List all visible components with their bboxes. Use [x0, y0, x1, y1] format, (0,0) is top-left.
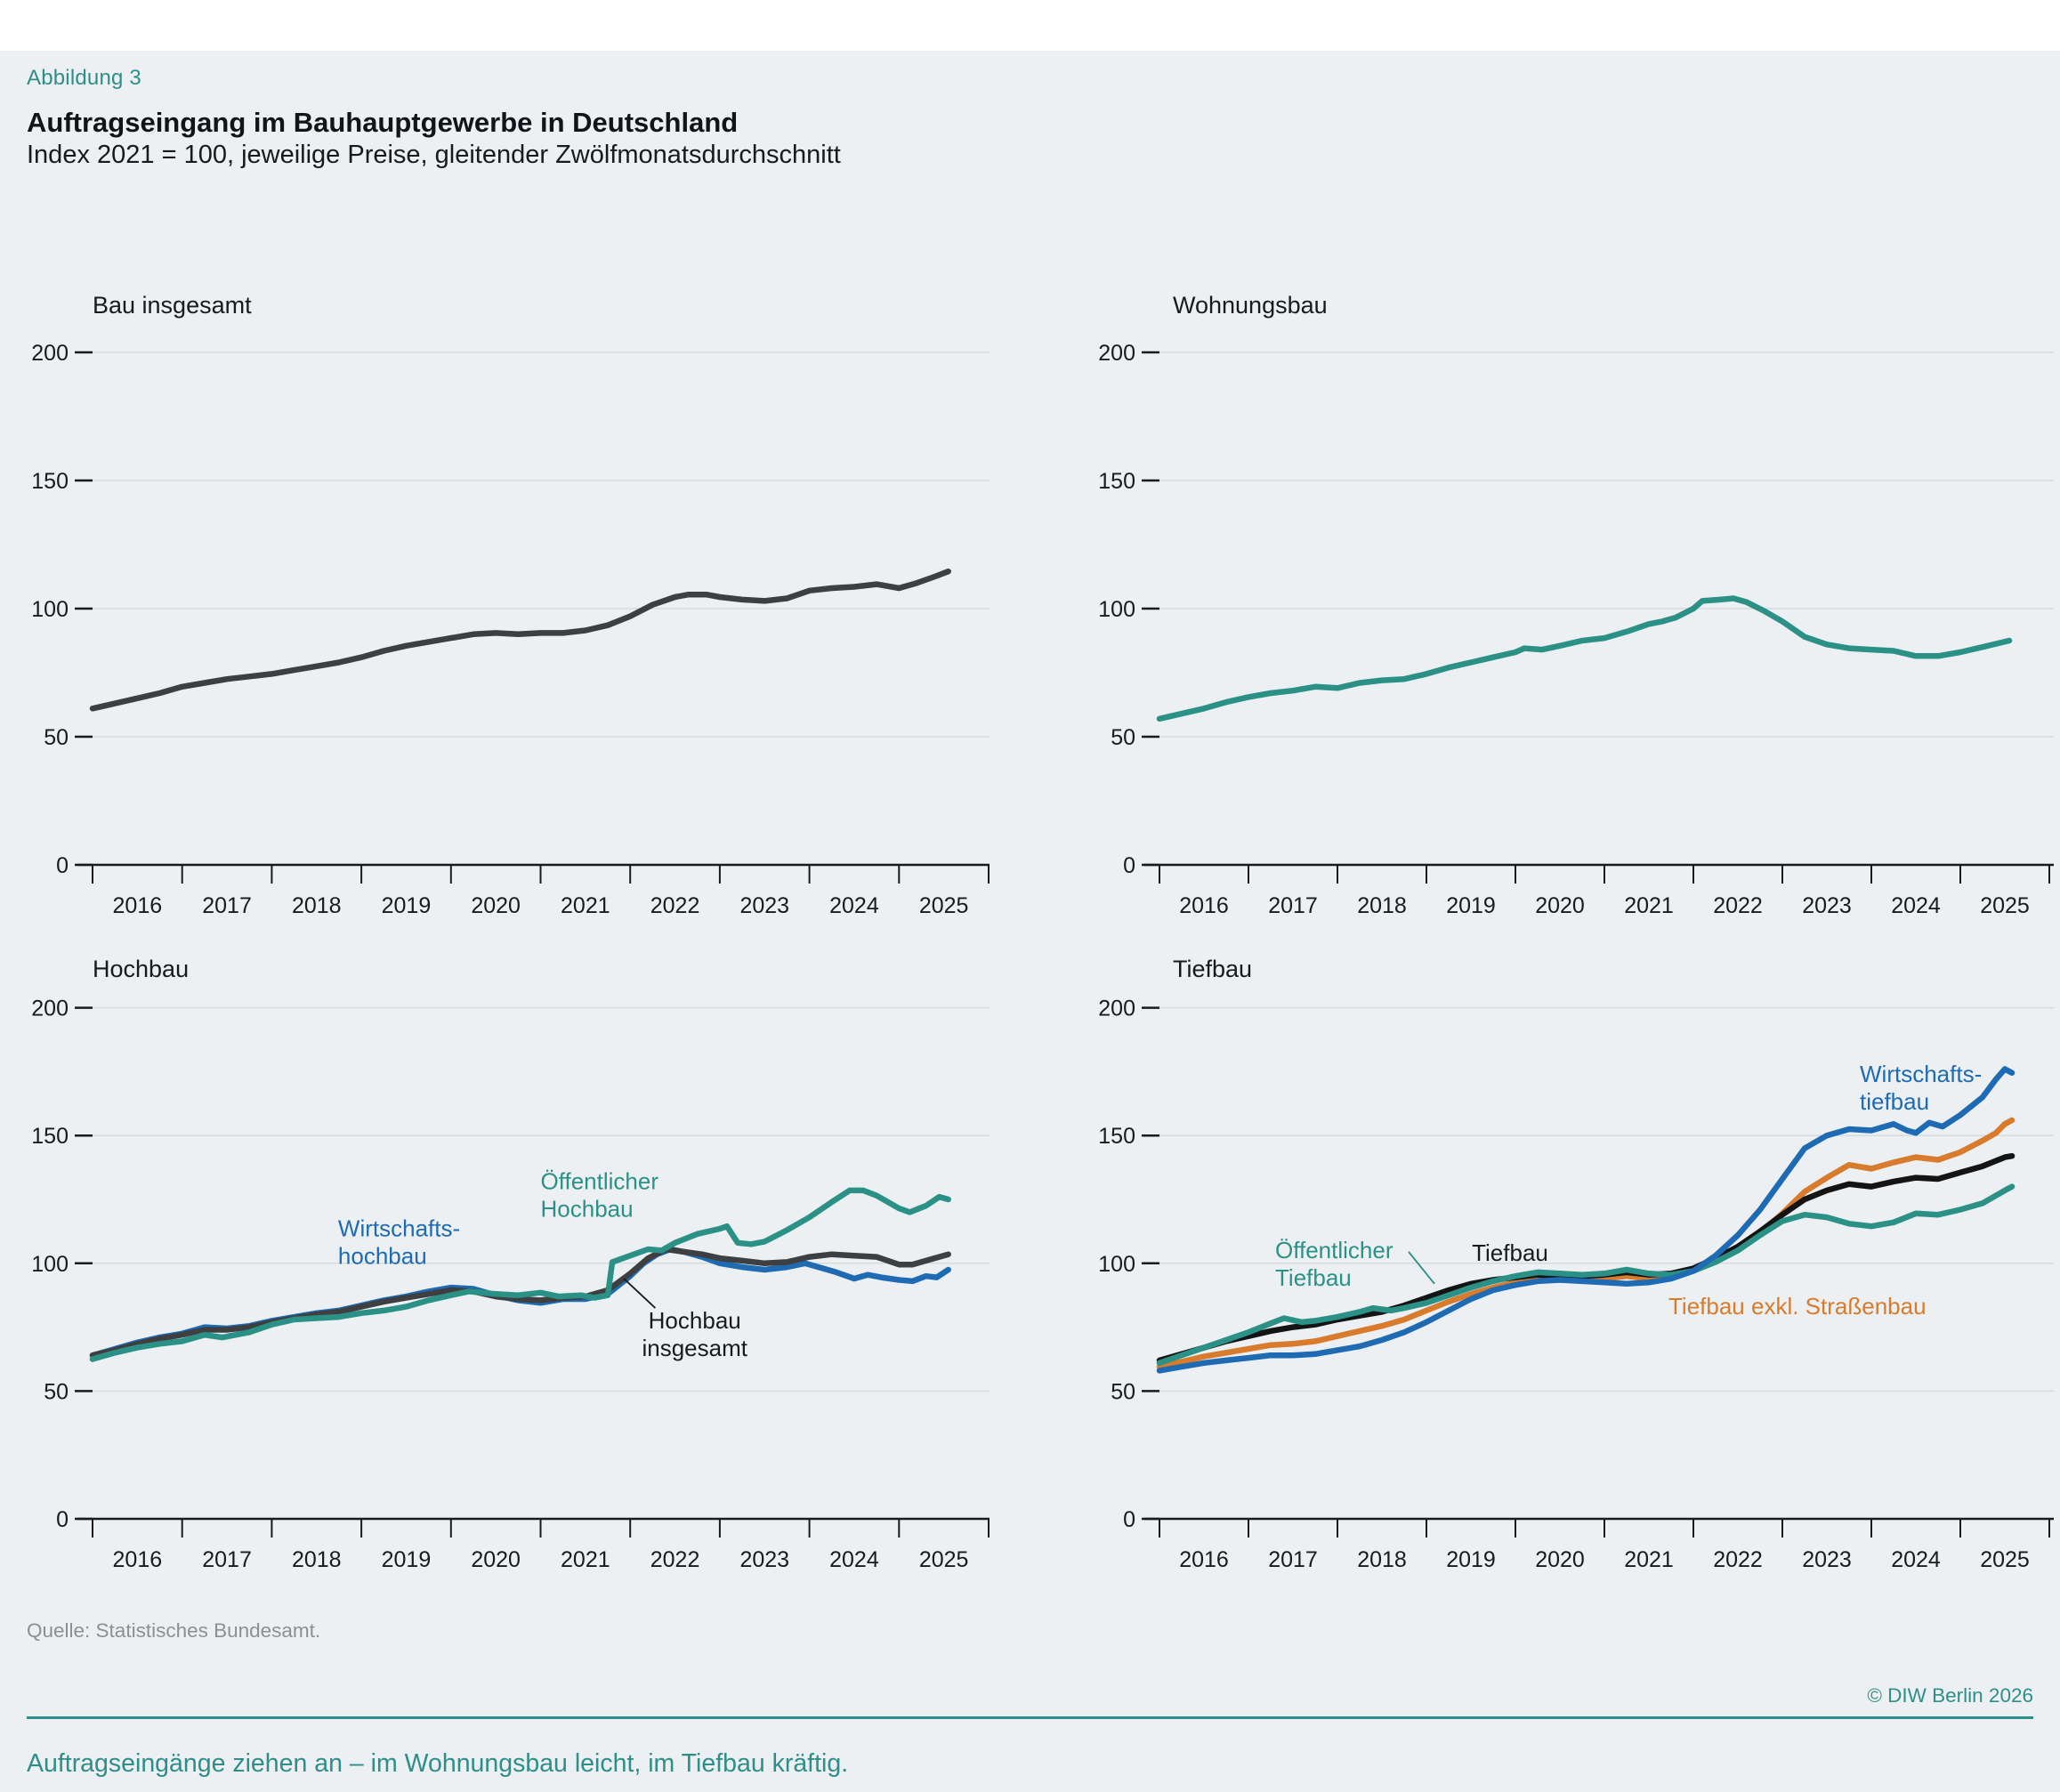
y-tick-label-150: 150 — [31, 1124, 69, 1149]
x-tick-label-2020: 2020 — [471, 1547, 521, 1572]
x-tick-label-2020: 2020 — [1535, 893, 1585, 918]
series-label: Tiefbau — [1472, 1239, 1548, 1266]
y-tick-label-50: 50 — [1111, 725, 1135, 750]
x-tick-label-2022: 2022 — [650, 893, 700, 918]
y-tick-label-100: 100 — [1098, 1252, 1135, 1277]
y-tick-label-150: 150 — [31, 469, 69, 494]
y-tick-label-100: 100 — [31, 597, 69, 622]
x-tick-label-2023: 2023 — [739, 1547, 789, 1572]
x-tick-label-2021: 2021 — [561, 893, 610, 918]
x-tick-label-2023: 2023 — [1802, 893, 1852, 918]
x-tick-label-2024: 2024 — [829, 1547, 879, 1572]
y-tick-label-200: 200 — [1098, 341, 1135, 366]
x-tick-label-2018: 2018 — [292, 893, 342, 918]
x-tick-label-2016: 2016 — [113, 1547, 163, 1572]
series-label: Wirtschafts-hochbau — [338, 1215, 460, 1270]
annotation-leader — [623, 1278, 657, 1309]
x-tick-label-2025: 2025 — [919, 1547, 969, 1572]
copyright-note: © DIW Berlin 2026 — [1867, 1684, 2033, 1707]
series-öffentlicher-hochbau — [89, 1187, 951, 1362]
y-tick-label-50: 50 — [44, 1379, 69, 1404]
figure-title: Auftragseingang im Bauhauptgewerbe in De… — [27, 107, 739, 138]
x-tick-label-2020: 2020 — [471, 893, 521, 918]
x-tick-label-2018: 2018 — [292, 1547, 342, 1572]
x-tick-label-2016: 2016 — [113, 893, 163, 918]
chart-wohnungsbau: 0 50 100 150 200 2016 2017 2018 2019 2020 2021 2022… — [1098, 292, 2054, 918]
x-tick-label-2018: 2018 — [1357, 893, 1407, 918]
figure-subtitle: Index 2021 = 100, jeweilige Preise, glei… — [27, 141, 841, 169]
x-tick-label-2024: 2024 — [829, 893, 879, 918]
x-tick-label-2022: 2022 — [650, 1547, 700, 1572]
summary-text: Auftragseingänge ziehen an – im Wohnungs… — [27, 1749, 849, 1778]
x-tick-label-2017: 2017 — [1268, 893, 1318, 918]
x-tick-label-2025: 2025 — [919, 893, 969, 918]
series-hochbau-insgesamt — [89, 1246, 951, 1359]
y-tick-label-0: 0 — [56, 1507, 69, 1532]
x-tick-label-2020: 2020 — [1535, 1547, 1585, 1572]
x-tick-label-2019: 2019 — [1446, 893, 1496, 918]
x-tick-label-2025: 2025 — [1980, 893, 2030, 918]
y-tick-label-50: 50 — [1111, 1379, 1135, 1404]
chart-title: Bau insgesamt — [93, 292, 252, 319]
x-tick-label-2019: 2019 — [382, 893, 432, 918]
x-tick-label-2023: 2023 — [1802, 1547, 1852, 1572]
y-tick-label-200: 200 — [31, 341, 69, 366]
figure-kicker: Abbildung 3 — [27, 66, 141, 90]
chart-title: Tiefbau — [1173, 956, 1252, 982]
divider-rule — [27, 1716, 2033, 1719]
x-tick-label-2017: 2017 — [202, 1547, 252, 1572]
series-tiefbau-exkl-straßenbau — [1156, 1117, 2016, 1370]
series-wohnungsbau — [1156, 595, 2013, 722]
chart-title: Hochbau — [93, 956, 189, 982]
x-tick-label-2018: 2018 — [1357, 1547, 1407, 1572]
series-label: Öffentlicher Tiefbau — [1275, 1237, 1394, 1291]
y-tick-label-0: 0 — [1123, 853, 1135, 878]
chart-title: Wohnungsbau — [1173, 292, 1328, 319]
chart-hochbau: 0 50 100 150 200 2016 2017 2018 2019 2020 2021 2022… — [31, 956, 990, 1572]
y-tick-label-150: 150 — [1098, 469, 1135, 494]
x-tick-label-2023: 2023 — [739, 893, 789, 918]
y-tick-label-200: 200 — [31, 997, 69, 1021]
series-label: Wirtschafts-tiefbau — [1860, 1061, 1982, 1115]
y-tick-label-0: 0 — [1123, 1507, 1135, 1532]
y-tick-label-150: 150 — [1098, 1124, 1135, 1149]
x-tick-label-2022: 2022 — [1713, 893, 1763, 918]
x-tick-label-2019: 2019 — [382, 1547, 432, 1572]
chart-bau-insgesamt: 0 50 100 150 200 2016 2017 2018 2019 2020 2021 2022… — [31, 292, 990, 918]
x-tick-label-2017: 2017 — [202, 893, 252, 918]
series-label: Öffentlicher Hochbau — [541, 1168, 659, 1223]
x-tick-label-2025: 2025 — [1980, 1547, 2030, 1572]
top-white-strip — [0, 0, 2060, 51]
y-tick-label-200: 200 — [1098, 997, 1135, 1021]
x-tick-label-2021: 2021 — [561, 1547, 610, 1572]
series-wirtschaftstiefbau — [1156, 1066, 2016, 1374]
x-tick-label-2016: 2016 — [1179, 1547, 1229, 1572]
x-tick-label-2022: 2022 — [1713, 1547, 1763, 1572]
y-tick-label-0: 0 — [56, 853, 69, 878]
y-tick-label-50: 50 — [44, 725, 69, 750]
x-tick-label-2024: 2024 — [1891, 1547, 1941, 1572]
series-bau-insgesamt — [89, 568, 951, 712]
x-tick-label-2019: 2019 — [1446, 1547, 1496, 1572]
annotation-leader — [1408, 1251, 1435, 1285]
x-tick-label-2021: 2021 — [1624, 893, 1674, 918]
source-note: Quelle: Statistisches Bundesamt. — [27, 1619, 321, 1642]
y-tick-label-100: 100 — [31, 1252, 69, 1277]
series-label: Tiefbau exkl. Straßenbau — [1668, 1293, 1927, 1320]
x-tick-label-2016: 2016 — [1179, 893, 1229, 918]
series-label: Hochbau insgesamt — [642, 1307, 747, 1361]
y-tick-label-100: 100 — [1098, 597, 1135, 622]
chart-tiefbau: 0 50 100 150 200 2016 2017 2018 2019 2020 2021 2022… — [1098, 956, 2054, 1572]
x-tick-label-2017: 2017 — [1268, 1547, 1318, 1572]
series-öffentlicher-tiefbau — [1156, 1183, 2016, 1367]
x-tick-label-2024: 2024 — [1891, 893, 1941, 918]
x-tick-label-2021: 2021 — [1624, 1547, 1674, 1572]
